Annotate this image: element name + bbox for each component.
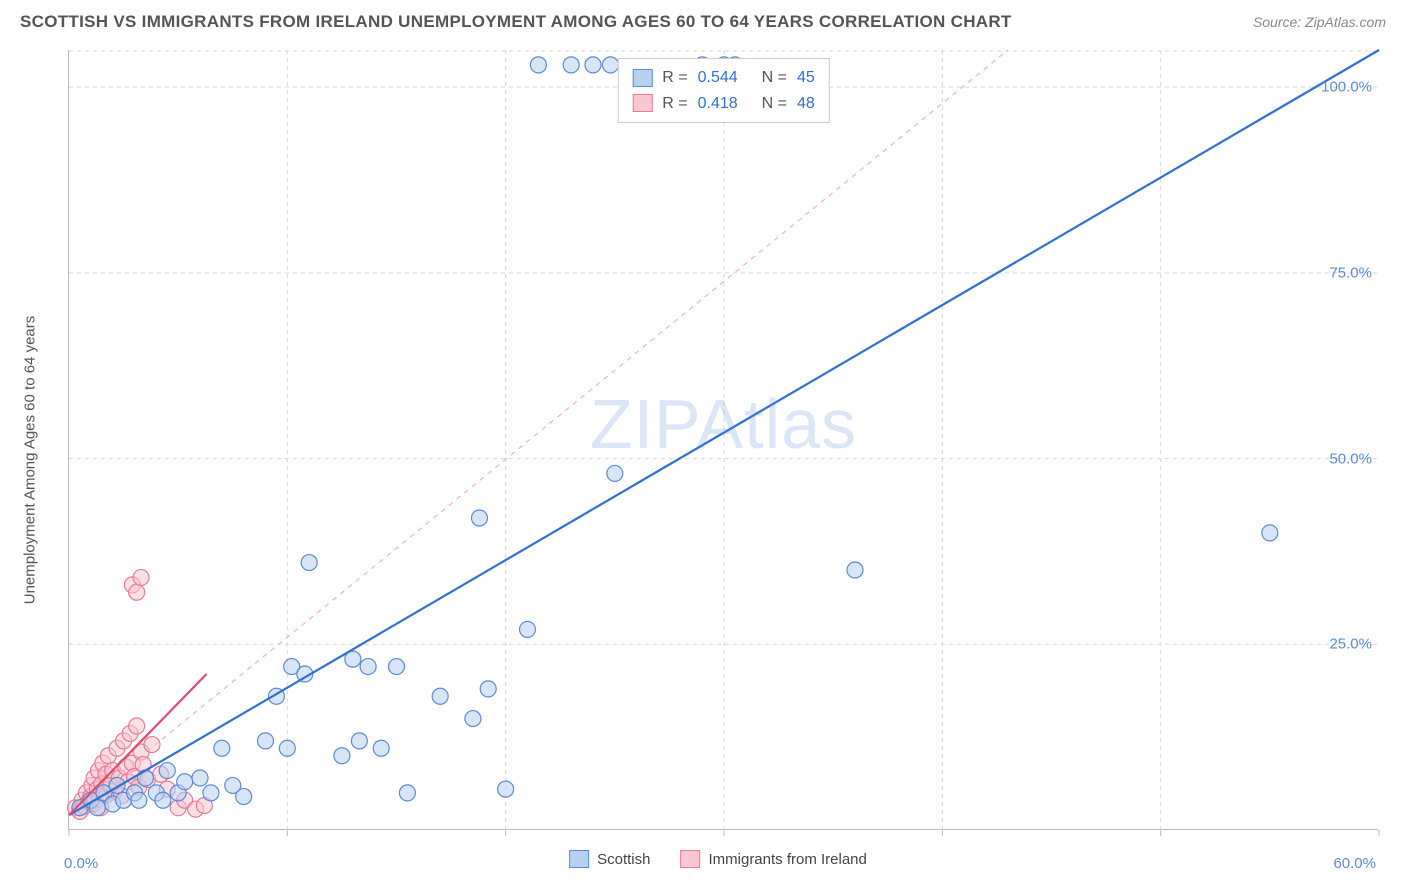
legend-swatch — [680, 850, 700, 868]
series-legend-item: Scottish — [569, 850, 650, 868]
correlation-legend: R = 0.544 N = 45 R = 0.418 N = 48 — [617, 58, 829, 123]
legend-n-value: 45 — [797, 65, 815, 91]
chart-title: SCOTTISH VS IMMIGRANTS FROM IRELAND UNEM… — [20, 12, 1012, 32]
legend-r-value: 0.418 — [698, 91, 752, 117]
legend-n-label: N = — [762, 91, 787, 117]
series-legend-item: Immigrants from Ireland — [680, 850, 866, 868]
chart-container: Unemployment Among Ages 60 to 64 years Z… — [50, 50, 1386, 870]
legend-swatch — [569, 850, 589, 868]
y-axis-label: Unemployment Among Ages 60 to 64 years — [22, 316, 39, 605]
legend-n-label: N = — [762, 65, 787, 91]
legend-swatch — [632, 69, 652, 87]
legend-r-label: R = — [662, 91, 687, 117]
series-name: Immigrants from Ireland — [708, 851, 866, 868]
y-tick-label: 75.0% — [1329, 264, 1372, 281]
legend-n-value: 48 — [797, 91, 815, 117]
legend-row: R = 0.544 N = 45 — [632, 65, 814, 91]
y-tick-label: 50.0% — [1329, 450, 1372, 467]
legend-r-label: R = — [662, 65, 687, 91]
legend-swatch — [632, 94, 652, 112]
x-tick-max: 60.0% — [1333, 855, 1376, 872]
y-tick-label: 100.0% — [1321, 79, 1372, 96]
plot-area: ZIPAtlas R =0.544N =45R =0.418N =48 25.0… — [68, 50, 1378, 830]
x-tick-min: 0.0% — [64, 855, 98, 872]
chart-svg — [69, 50, 1379, 830]
legend-row: R = 0.418 N = 48 — [632, 91, 814, 117]
y-tick-label: 25.0% — [1329, 636, 1372, 653]
legend-r-value: 0.544 — [698, 65, 752, 91]
series-name: Scottish — [597, 851, 650, 868]
series-legend: Scottish Immigrants from Ireland — [569, 850, 867, 868]
source-label: Source: ZipAtlas.com — [1253, 14, 1386, 30]
